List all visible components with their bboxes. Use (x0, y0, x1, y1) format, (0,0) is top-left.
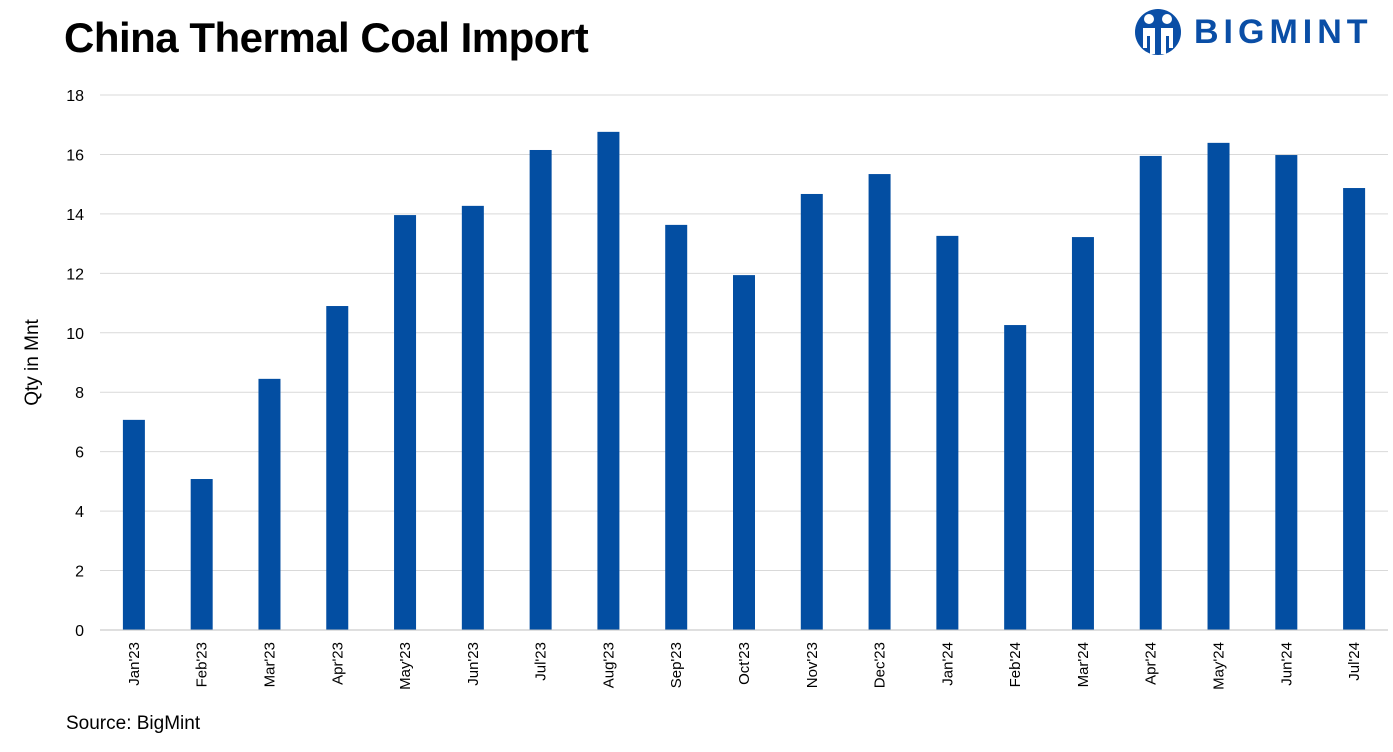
y-tick-label: 0 (75, 623, 84, 640)
y-tick-label: 16 (66, 147, 84, 164)
bar (936, 235, 959, 630)
x-tick-label: Aug'23 (600, 642, 617, 688)
x-tick-label: Oct'23 (736, 642, 753, 685)
x-tick-label: Jul'23 (533, 642, 550, 681)
bar (529, 149, 552, 630)
logo-text: BIGMINT (1194, 12, 1373, 51)
y-axis-label: Qty in Mnt (22, 318, 43, 405)
bar (1004, 325, 1027, 630)
x-tick-label: Apr'24 (1143, 642, 1160, 685)
source-note: Source: BigMint (66, 713, 201, 734)
x-tick-label: Nov'23 (804, 642, 821, 688)
chart-title: China Thermal Coal Import (64, 14, 589, 61)
x-tick-label: May'23 (397, 642, 414, 690)
bar (1275, 155, 1298, 631)
bar (800, 193, 823, 630)
x-tick-label: Jun'23 (465, 642, 482, 686)
bar (190, 479, 213, 630)
bigmint-logo-icon (1135, 9, 1181, 55)
x-tick-label: Dec'23 (872, 642, 889, 688)
bar (258, 378, 281, 630)
bar (868, 174, 891, 631)
x-tick-label: Jan'24 (939, 642, 956, 686)
x-tick-label: Feb'23 (194, 642, 211, 687)
bigmint-logo: BIGMINT (1134, 6, 1373, 58)
x-tick-label: Jun'24 (1278, 642, 1295, 686)
bar (461, 205, 484, 630)
bar (122, 419, 145, 630)
y-tick-label: 2 (75, 564, 84, 581)
bar (665, 224, 688, 630)
y-tick-label: 18 (66, 88, 84, 105)
x-tick-label: Apr'23 (329, 642, 346, 685)
x-tick-label: Jan'23 (126, 642, 143, 686)
bar (1207, 142, 1230, 630)
y-tick-label: 10 (66, 326, 84, 343)
bar (1071, 237, 1094, 631)
x-tick-label: Sep'23 (668, 642, 685, 688)
x-tick-label: Feb'24 (1007, 642, 1024, 687)
x-tick-label: Mar'24 (1075, 642, 1092, 687)
y-tick-label: 4 (75, 504, 84, 521)
x-tick-label: May'24 (1211, 642, 1228, 690)
y-tick-label: 14 (66, 207, 84, 224)
bar (326, 306, 349, 630)
y-tick-label: 6 (75, 445, 84, 462)
x-tick-label: Mar'23 (261, 642, 278, 687)
x-tick-label: Jul'24 (1346, 642, 1363, 681)
bar (394, 215, 417, 631)
y-tick-label: 8 (75, 385, 84, 402)
bar (1139, 155, 1162, 631)
y-tick-label: 12 (66, 266, 84, 283)
bar (733, 275, 755, 630)
bar (597, 131, 620, 630)
bar (1343, 188, 1366, 630)
